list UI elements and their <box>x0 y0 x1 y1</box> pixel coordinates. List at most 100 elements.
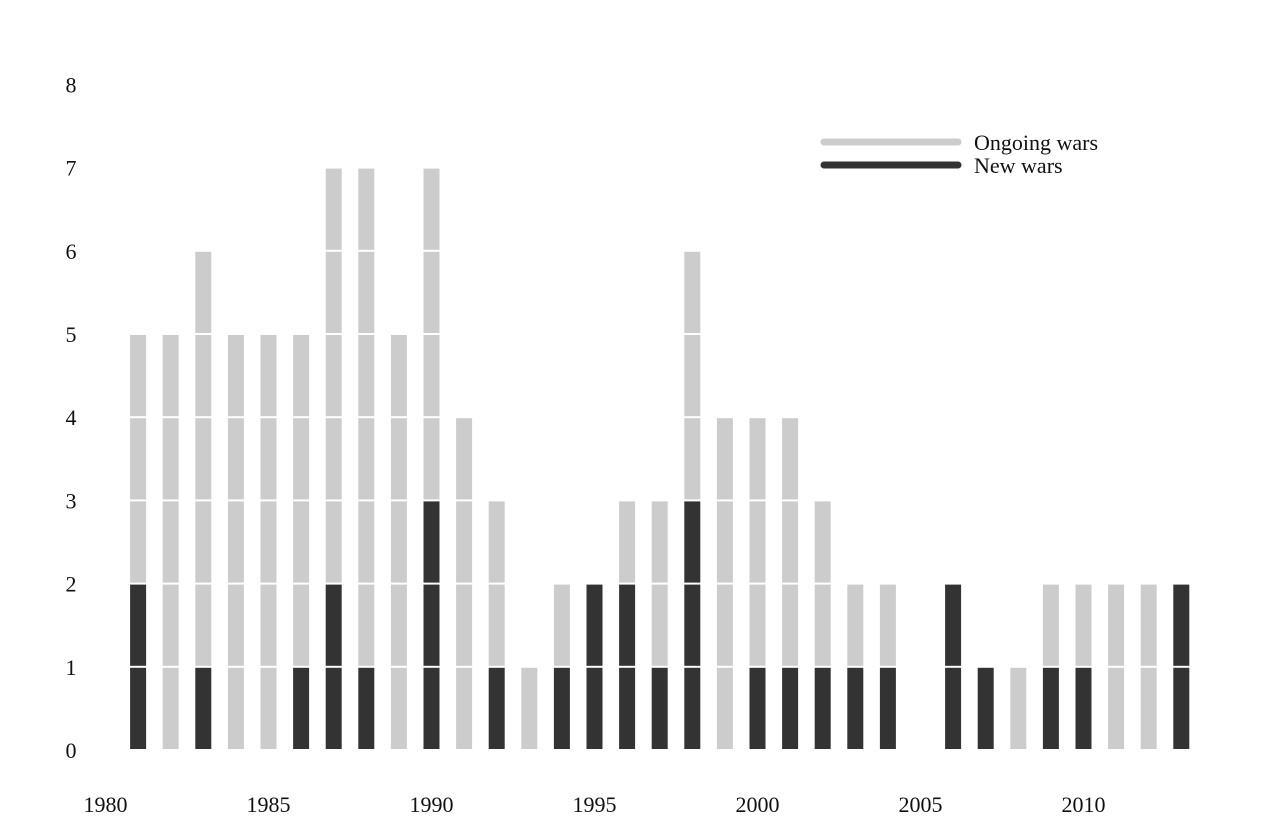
bar-ongoing-wars-1984-3 <box>227 501 244 583</box>
bar-ongoing-wars-1998-5 <box>684 335 701 417</box>
bar-ongoing-wars-1983-2 <box>195 584 212 666</box>
bar-ongoing-wars-2002-3 <box>814 501 831 583</box>
bar-new-wars-1983-1 <box>195 667 212 749</box>
bar-ongoing-wars-1981-5 <box>130 335 147 417</box>
bar-ongoing-wars-1999-4 <box>716 418 733 500</box>
bar-new-wars-2013-1 <box>1173 667 1190 749</box>
bar-new-wars-1990-2 <box>423 584 440 666</box>
bar-ongoing-wars-1988-2 <box>358 584 375 666</box>
bar-ongoing-wars-1992-3 <box>488 501 505 583</box>
bar-ongoing-wars-1989-3 <box>390 501 407 583</box>
bar-ongoing-wars-2010-2 <box>1075 584 1092 666</box>
bar-ongoing-wars-1982-3 <box>162 501 179 583</box>
bars-group <box>130 168 1190 749</box>
bar-ongoing-wars-1986-3 <box>293 501 310 583</box>
bar-ongoing-wars-2000-4 <box>749 418 766 500</box>
bar-ongoing-wars-1991-1 <box>456 667 473 749</box>
bar-ongoing-wars-1990-5 <box>423 335 440 417</box>
bar-ongoing-wars-1985-5 <box>260 335 277 417</box>
bar-ongoing-wars-1987-3 <box>325 501 342 583</box>
bar-ongoing-wars-1994-2 <box>553 584 570 666</box>
bar-ongoing-wars-1991-2 <box>456 584 473 666</box>
bar-ongoing-wars-1991-4 <box>456 418 473 500</box>
bar-ongoing-wars-2012-2 <box>1140 584 1157 666</box>
bar-ongoing-wars-2002-2 <box>814 584 831 666</box>
bar-ongoing-wars-1987-6 <box>325 251 342 333</box>
bar-ongoing-wars-1986-5 <box>293 335 310 417</box>
bar-new-wars-1998-3 <box>684 501 701 583</box>
y-tick-label-5: 5 <box>66 322 77 347</box>
bar-new-wars-2003-1 <box>847 667 864 749</box>
bar-ongoing-wars-1998-4 <box>684 418 701 500</box>
bar-ongoing-wars-2003-2 <box>847 584 864 666</box>
bar-ongoing-wars-1992-2 <box>488 584 505 666</box>
x-tick-label-1995: 1995 <box>573 792 617 817</box>
x-tick-label-2005: 2005 <box>899 792 943 817</box>
bar-ongoing-wars-2001-3 <box>782 501 799 583</box>
bar-ongoing-wars-1983-4 <box>195 418 212 500</box>
bar-new-wars-1997-1 <box>651 667 668 749</box>
bar-ongoing-wars-1981-3 <box>130 501 147 583</box>
bar-ongoing-wars-1988-7 <box>358 168 375 250</box>
x-tick-label-2000: 2000 <box>736 792 780 817</box>
bar-new-wars-1994-1 <box>553 667 570 749</box>
bar-ongoing-wars-1990-7 <box>423 168 440 250</box>
bar-ongoing-wars-2001-4 <box>782 418 799 500</box>
bar-ongoing-wars-1999-3 <box>716 501 733 583</box>
bar-ongoing-wars-1998-6 <box>684 251 701 333</box>
bar-ongoing-wars-1991-3 <box>456 501 473 583</box>
bar-new-wars-2004-1 <box>879 667 896 749</box>
y-tick-label-0: 0 <box>66 738 77 763</box>
x-tick-label-1990: 1990 <box>410 792 454 817</box>
bar-ongoing-wars-1989-4 <box>390 418 407 500</box>
bar-new-wars-1995-2 <box>586 584 603 666</box>
bar-ongoing-wars-1983-3 <box>195 501 212 583</box>
bar-new-wars-1986-1 <box>293 667 310 749</box>
legend: Ongoing wars New wars <box>820 130 1098 178</box>
bar-new-wars-2002-1 <box>814 667 831 749</box>
y-tick-label-6: 6 <box>66 239 77 264</box>
bar-ongoing-wars-1996-3 <box>619 501 636 583</box>
bar-ongoing-wars-1986-2 <box>293 584 310 666</box>
bar-ongoing-wars-1982-2 <box>162 584 179 666</box>
bar-ongoing-wars-1997-2 <box>651 584 668 666</box>
bar-new-wars-1987-1 <box>325 667 342 749</box>
legend-label-new-wars: New wars <box>974 153 1063 178</box>
bar-new-wars-1996-2 <box>619 584 636 666</box>
bar-ongoing-wars-1987-5 <box>325 335 342 417</box>
bar-new-wars-2013-2 <box>1173 584 1190 666</box>
bar-new-wars-1995-1 <box>586 667 603 749</box>
bar-ongoing-wars-1999-2 <box>716 584 733 666</box>
y-tick-label-2: 2 <box>66 572 77 597</box>
y-tick-label-7: 7 <box>66 156 77 181</box>
bar-ongoing-wars-1989-2 <box>390 584 407 666</box>
bar-ongoing-wars-1997-3 <box>651 501 668 583</box>
bar-ongoing-wars-1993-1 <box>521 667 538 749</box>
bar-ongoing-wars-1983-5 <box>195 335 212 417</box>
bar-ongoing-wars-2012-1 <box>1140 667 1157 749</box>
bar-ongoing-wars-1988-4 <box>358 418 375 500</box>
bar-ongoing-wars-1984-5 <box>227 335 244 417</box>
bar-new-wars-2000-1 <box>749 667 766 749</box>
bar-new-wars-1981-1 <box>130 667 147 749</box>
bar-ongoing-wars-2004-2 <box>879 584 896 666</box>
bar-ongoing-wars-1982-4 <box>162 418 179 500</box>
bar-ongoing-wars-2000-2 <box>749 584 766 666</box>
bar-ongoing-wars-1990-6 <box>423 251 440 333</box>
bar-ongoing-wars-1988-3 <box>358 501 375 583</box>
bar-ongoing-wars-1988-5 <box>358 335 375 417</box>
bar-new-wars-2007-1 <box>977 667 994 749</box>
bar-ongoing-wars-1984-2 <box>227 584 244 666</box>
bar-ongoing-wars-1990-4 <box>423 418 440 500</box>
bar-ongoing-wars-2009-2 <box>1042 584 1059 666</box>
bar-ongoing-wars-1984-4 <box>227 418 244 500</box>
bar-ongoing-wars-1987-4 <box>325 418 342 500</box>
bar-new-wars-2006-2 <box>945 584 962 666</box>
y-tick-label-1: 1 <box>66 655 77 680</box>
bar-new-wars-2006-1 <box>945 667 962 749</box>
bar-new-wars-1992-1 <box>488 667 505 749</box>
bar-new-wars-2010-1 <box>1075 667 1092 749</box>
bar-ongoing-wars-1982-5 <box>162 335 179 417</box>
bar-ongoing-wars-1985-2 <box>260 584 277 666</box>
